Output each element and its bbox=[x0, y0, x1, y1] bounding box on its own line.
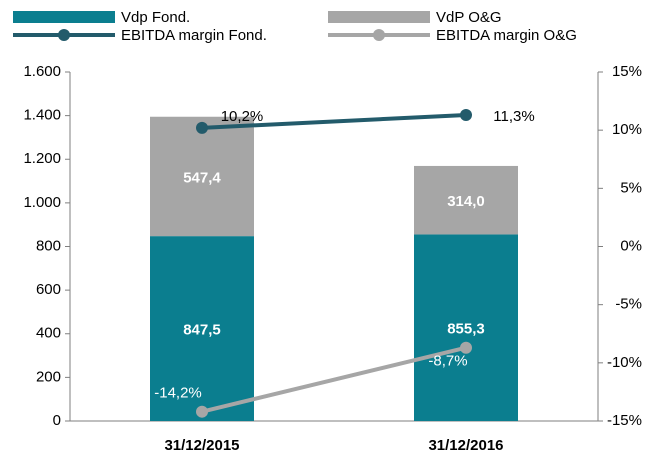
bar bbox=[150, 116, 254, 237]
line-label: -8,7% bbox=[428, 353, 467, 370]
y2-tick-label: -5% bbox=[615, 296, 642, 313]
line-label: 10,2% bbox=[221, 108, 264, 125]
legend-label: EBITDA margin O&G bbox=[436, 27, 577, 44]
line-label: -14,2% bbox=[154, 385, 202, 402]
line-marker bbox=[460, 109, 472, 122]
bar-label: 547,4 bbox=[183, 169, 221, 186]
line-marker bbox=[196, 405, 208, 418]
y-tick-label: 800 bbox=[36, 237, 61, 254]
y2-tick-label: -10% bbox=[607, 354, 642, 371]
bar-label: 314,0 bbox=[447, 193, 485, 210]
line-marker bbox=[196, 121, 208, 134]
y-tick-label: 1.000 bbox=[23, 194, 61, 211]
y-tick-label: 200 bbox=[36, 368, 61, 385]
y-tick-label: 1.200 bbox=[23, 150, 61, 167]
line-label: 11,3% bbox=[493, 108, 534, 125]
line bbox=[201, 345, 467, 414]
line bbox=[201, 113, 467, 130]
x-tick-label: 31/12/2016 bbox=[428, 437, 503, 454]
bar-label: 855,3 bbox=[447, 321, 485, 338]
y-tick-label: 1.400 bbox=[23, 107, 61, 124]
y2-tick-label: 0% bbox=[620, 237, 642, 254]
line-marker bbox=[460, 341, 472, 354]
y-tick-label: 600 bbox=[36, 281, 61, 298]
y2-tick-label: 10% bbox=[612, 121, 642, 138]
legend-swatch bbox=[328, 11, 430, 23]
bar bbox=[150, 236, 254, 421]
legend-label: Vdp Fond. bbox=[121, 9, 190, 26]
bar bbox=[414, 234, 518, 421]
bar bbox=[414, 165, 518, 235]
bar-label: 847,5 bbox=[183, 322, 221, 339]
legend-label: EBITDA margin Fond. bbox=[121, 27, 267, 44]
legend-marker bbox=[373, 29, 385, 41]
y-tick-label: 0 bbox=[53, 412, 61, 429]
y-tick-label: 1.600 bbox=[23, 63, 61, 80]
y2-tick-label: -15% bbox=[607, 412, 642, 429]
y2-tick-label: 5% bbox=[620, 179, 642, 196]
x-tick-label: 31/12/2015 bbox=[164, 437, 239, 454]
y-tick-label: 400 bbox=[36, 325, 61, 342]
legend-swatch bbox=[13, 11, 115, 23]
legend-marker bbox=[58, 29, 70, 41]
y2-tick-label: 15% bbox=[612, 63, 642, 80]
legend-label: VdP O&G bbox=[436, 9, 502, 26]
